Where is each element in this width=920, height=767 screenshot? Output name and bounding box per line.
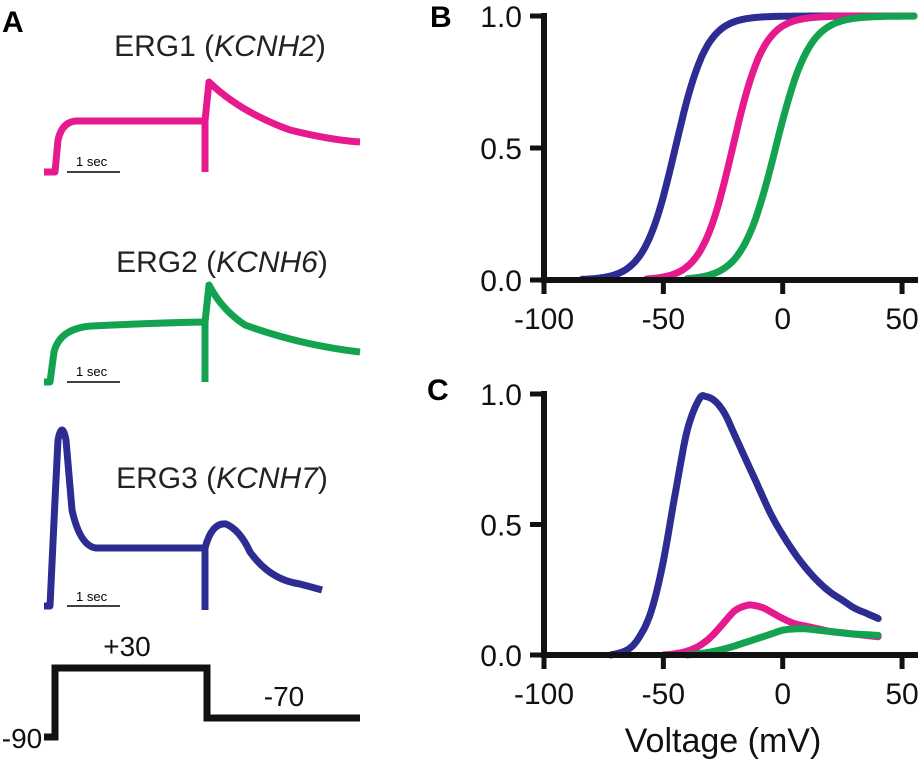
erg3-title: ERG3 (KCNH7) — [116, 462, 328, 495]
erg1-scale-label: 1 sec — [76, 154, 108, 169]
panel-c-chart: -100 -50 0 50 0.0 0.5 1.0 — [480, 379, 918, 711]
erg1-title: ERG1 (KCNH2) — [114, 30, 326, 63]
panel-b-x-tick-label: 50 — [885, 303, 918, 336]
panel-c-y-tick-label: 0.5 — [480, 510, 522, 543]
erg3-scale-label: 1 sec — [76, 589, 108, 604]
voltage-protocol-trace — [44, 664, 360, 741]
panel-c-x-tick-label: 50 — [885, 678, 918, 711]
panel-c-series-erg3 — [607, 392, 882, 659]
erg3-current-trace — [44, 426, 323, 610]
panel-b-x-tick-label: -100 — [514, 303, 574, 336]
step-voltage-label: +30 — [103, 631, 151, 662]
panel-b-x-tick-label: 0 — [774, 303, 791, 336]
panel-c-y-tick-label: 1.0 — [480, 379, 522, 412]
panel-b-x-tick-label: -50 — [642, 303, 685, 336]
erg2-scale-label: 1 sec — [76, 364, 108, 379]
erg1-current-trace — [44, 78, 361, 176]
panel-label-a: A — [2, 6, 24, 39]
x-axis-label: Voltage (mV) — [625, 722, 822, 760]
tail-voltage-label: -70 — [264, 681, 304, 712]
panel-b-y-tick-label: 1.0 — [480, 1, 522, 34]
panel-label-c: C — [427, 374, 449, 407]
panel-b-y-tick-label: 0.5 — [480, 133, 522, 166]
panel-b-y-tick-label: 0.0 — [480, 265, 522, 298]
panel-c-x-tick-label: -50 — [642, 678, 685, 711]
panel-b-chart: -100 -50 0 50 0.0 0.5 1.0 — [480, 1, 918, 336]
erg2-current-trace — [44, 281, 361, 386]
panel-b-series-erg1 — [643, 12, 918, 283]
panel-b-series-erg2 — [683, 12, 918, 283]
panel-c-y-tick-label: 0.0 — [480, 640, 522, 673]
holding-voltage-label: -90 — [2, 723, 42, 754]
panel-c-x-tick-label: 0 — [774, 678, 791, 711]
panel-label-b: B — [430, 1, 452, 34]
panel-c-x-tick-label: -100 — [514, 678, 574, 711]
erg2-title: ERG2 (KCNH6) — [116, 246, 328, 279]
panel-c-series-erg2 — [683, 625, 882, 659]
